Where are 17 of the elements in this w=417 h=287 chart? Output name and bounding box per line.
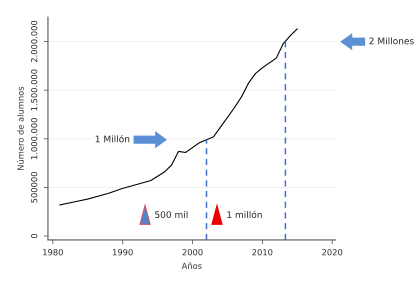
x-axis-title: Años	[182, 262, 202, 270]
y-axis-title: Número de alumnos	[16, 86, 24, 170]
x-tick-label: 1980	[43, 249, 63, 256]
y-tick-label: 1.000.000	[31, 118, 38, 160]
annotation: 1 Millón	[96, 134, 130, 142]
line-series	[59, 28, 298, 206]
y-tick-label: 0	[31, 234, 38, 238]
x-tick-label: 1990	[112, 249, 133, 256]
x-tick-label: 2000	[182, 249, 203, 256]
y-tick-label: 1.500.000	[31, 70, 38, 110]
text: 2 Millones	[369, 37, 414, 44]
x-tick-label: 2020	[322, 249, 342, 256]
x-tick-label: 2010	[252, 249, 272, 256]
y-tick-label: 2.000.000	[31, 20, 38, 62]
annotation: 1 millón	[227, 210, 262, 218]
annotation: 500 mil	[155, 211, 188, 218]
y-tick-label: 500000	[31, 172, 38, 203]
